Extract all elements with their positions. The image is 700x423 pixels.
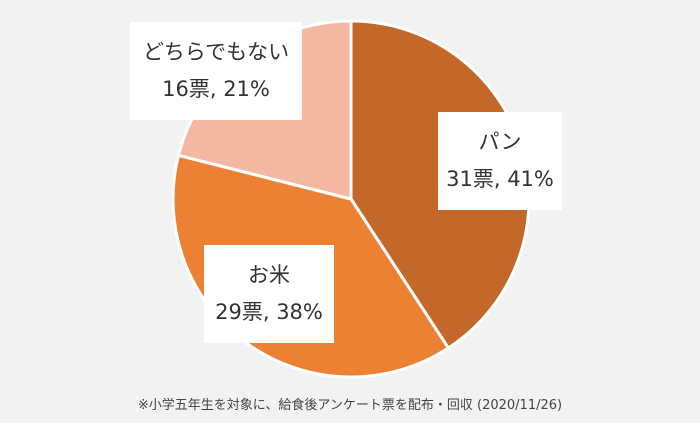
label-rice-name: お米 xyxy=(248,263,290,287)
footnote: ※小学五年生を対象に、給食後アンケート票を配布・回収 (2020/11/26) xyxy=(137,398,563,413)
label-neither-name: どちらでもない xyxy=(142,40,290,64)
label-rice: お米 29票, 38% xyxy=(204,245,334,343)
label-neither: どちらでもない 16票, 21% xyxy=(130,22,302,120)
label-neither-value: 16票, 21% xyxy=(162,77,270,101)
label-pan: パン 31票, 41% xyxy=(438,112,562,210)
label-pan-value: 31票, 41% xyxy=(446,167,554,191)
label-pan-name: パン xyxy=(478,130,522,154)
label-rice-value: 29票, 38% xyxy=(215,300,323,324)
